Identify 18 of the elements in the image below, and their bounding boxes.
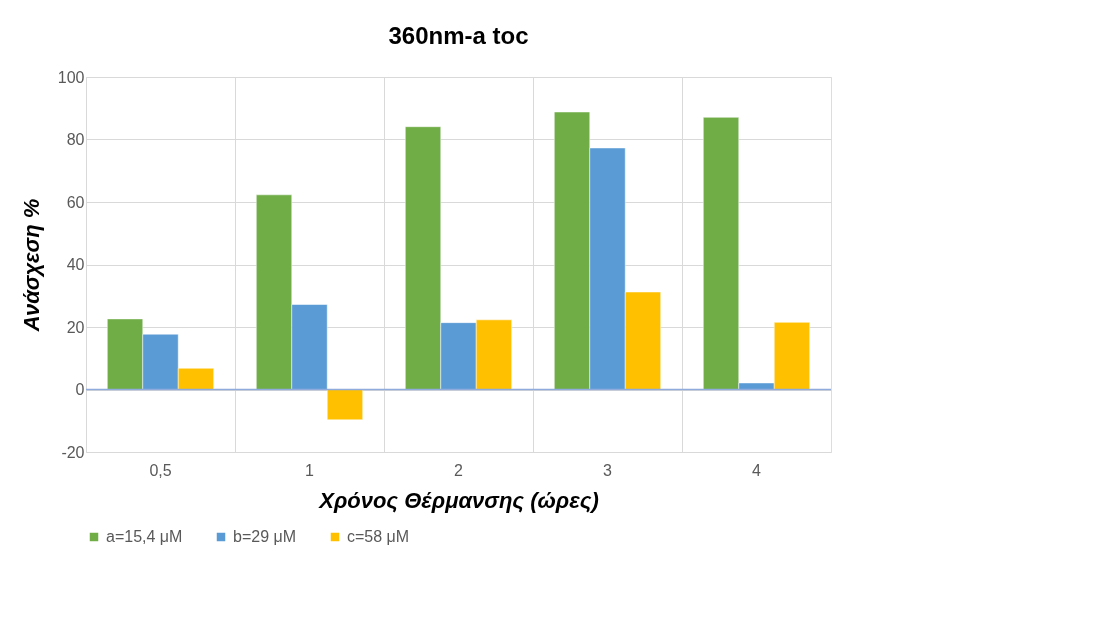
y-axis-title: Ανάσχεση % (18, 198, 44, 333)
legend-label: b=29 μM (233, 528, 297, 545)
legend-label: a=15,4 μM (106, 528, 183, 545)
x-axis-title: Χρόνος Θέρμανσης (ώρες) (317, 487, 599, 513)
y-tick-label: 20 (66, 318, 85, 336)
y-tick-label: 40 (66, 256, 85, 273)
y-tick-label: 0 (75, 381, 85, 398)
x-tick-label: 1 (305, 461, 315, 479)
y-tick-label: 100 (57, 68, 85, 86)
x-tick-label: 0,5 (149, 461, 172, 479)
y-tick-label: 80 (66, 131, 85, 148)
y-tick-label: -20 (61, 443, 85, 461)
x-tick-label: 3 (603, 461, 613, 479)
x-tick-label: 2 (454, 461, 464, 479)
legend-label: c=58 μM (347, 528, 410, 545)
chart-title: 360nm-a toc (388, 22, 529, 49)
y-tick-label: 60 (66, 193, 85, 211)
x-tick-label: 4 (752, 461, 762, 479)
